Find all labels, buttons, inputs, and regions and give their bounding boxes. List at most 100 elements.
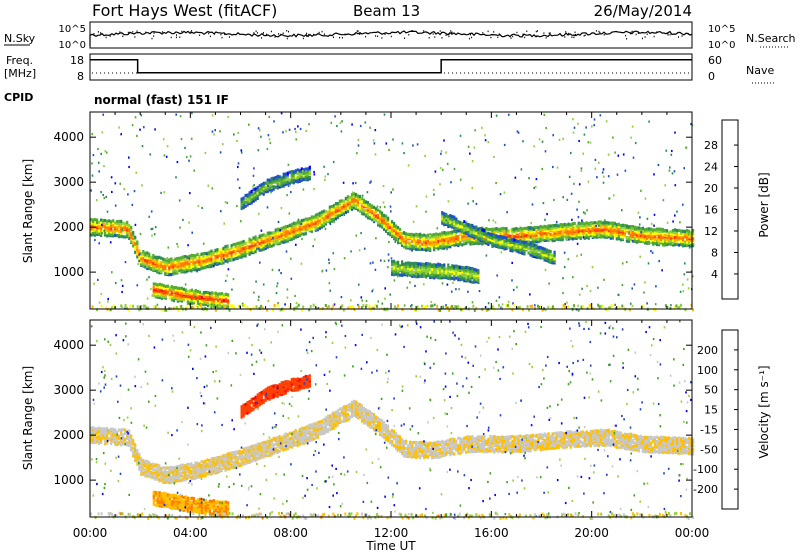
range-cell	[429, 247, 432, 251]
range-cell	[224, 292, 228, 296]
range-cell	[194, 260, 197, 264]
range-cell	[441, 233, 444, 237]
range-cell	[503, 245, 506, 249]
range-cell	[298, 233, 301, 237]
range-cell	[162, 470, 165, 474]
range-cell	[423, 262, 426, 267]
range-cell	[417, 266, 420, 270]
range-cell	[639, 237, 642, 241]
range-cell	[473, 234, 476, 238]
noise-left-tick-bottom: 10^0	[59, 40, 86, 51]
range-cell	[232, 258, 235, 262]
range-cell	[184, 294, 187, 298]
range-cell	[254, 237, 257, 241]
scatter-cell	[639, 255, 641, 258]
range-cell	[467, 278, 470, 282]
range-cell	[134, 244, 137, 248]
range-cell	[405, 232, 408, 236]
near-range-cell	[609, 306, 612, 309]
near-range-cell	[424, 305, 427, 309]
noise-search-point	[191, 30, 193, 32]
range-cell	[152, 256, 155, 260]
range-cell	[621, 228, 624, 232]
range-cell	[457, 265, 460, 269]
range-cell	[140, 259, 143, 263]
range-cell	[447, 270, 450, 274]
range-cell	[198, 299, 202, 303]
range-cell	[461, 272, 464, 276]
range-cell	[284, 240, 287, 244]
range-cell	[451, 272, 454, 276]
scatter-cell	[374, 129, 377, 132]
scatter-cell	[257, 212, 260, 215]
near-range-cell	[673, 306, 676, 310]
range-cell	[515, 245, 518, 249]
range-cell	[435, 238, 438, 242]
range-cell	[256, 237, 259, 241]
range-cell	[459, 224, 462, 228]
range-cell	[190, 299, 193, 303]
range-cell	[132, 438, 135, 442]
scatter-cell	[552, 134, 554, 137]
range-cell	[467, 271, 470, 276]
scatter-cell	[511, 279, 513, 282]
near-range-cell	[279, 308, 282, 312]
near-range-cell	[198, 306, 201, 310]
range-cell	[680, 231, 683, 235]
noise-search-point	[286, 37, 288, 40]
range-cell	[690, 244, 693, 248]
range-cell	[120, 223, 123, 227]
range-cell	[497, 236, 500, 241]
range-cell	[120, 443, 123, 447]
range-cell	[292, 174, 295, 178]
range-cell	[210, 297, 214, 301]
range-cell	[128, 442, 131, 446]
near-range-cell	[642, 304, 645, 308]
range-cell	[543, 253, 546, 257]
range-cell	[513, 229, 516, 233]
scatter-cell	[187, 290, 189, 293]
range-cell	[423, 233, 426, 237]
range-cell	[415, 237, 418, 241]
range-cell	[667, 237, 671, 241]
near-range-cell	[347, 306, 350, 310]
range-cell	[509, 238, 512, 242]
range-cell	[405, 234, 408, 238]
near-range-cell	[550, 306, 553, 310]
range-cell	[286, 177, 289, 181]
scatter-cell	[300, 222, 302, 226]
near-range-cell	[508, 306, 511, 310]
range-cell	[292, 235, 295, 239]
range-cell	[128, 224, 131, 228]
range-cell	[567, 222, 570, 226]
near-range-cell	[449, 306, 452, 309]
scatter-cell	[686, 278, 689, 281]
range-cell	[515, 239, 518, 243]
near-range-cell	[139, 305, 142, 309]
scatter-cell	[352, 182, 354, 185]
near-range-cell	[416, 305, 419, 309]
range-cell	[244, 200, 247, 205]
near-range-cell	[332, 304, 335, 308]
near-range-cell	[308, 308, 311, 312]
range-cell	[461, 237, 464, 241]
range-cell	[491, 242, 494, 246]
range-cell	[397, 264, 400, 268]
range-cell	[605, 223, 608, 227]
range-cell	[96, 435, 99, 439]
range-cell	[90, 229, 93, 233]
scatter-cell	[288, 212, 291, 215]
near-range-cell	[622, 306, 625, 310]
range-cell	[142, 250, 145, 254]
range-cell	[595, 226, 598, 230]
scatter-cell	[360, 232, 362, 235]
range-cell	[334, 207, 337, 211]
range-cell	[180, 263, 183, 267]
range-cell	[268, 231, 271, 235]
range-cell	[220, 298, 224, 302]
range-cell	[178, 286, 181, 290]
range-cell	[531, 226, 534, 230]
range-cell	[204, 262, 207, 266]
near-range-cell	[312, 303, 315, 307]
range-cell	[200, 258, 203, 262]
